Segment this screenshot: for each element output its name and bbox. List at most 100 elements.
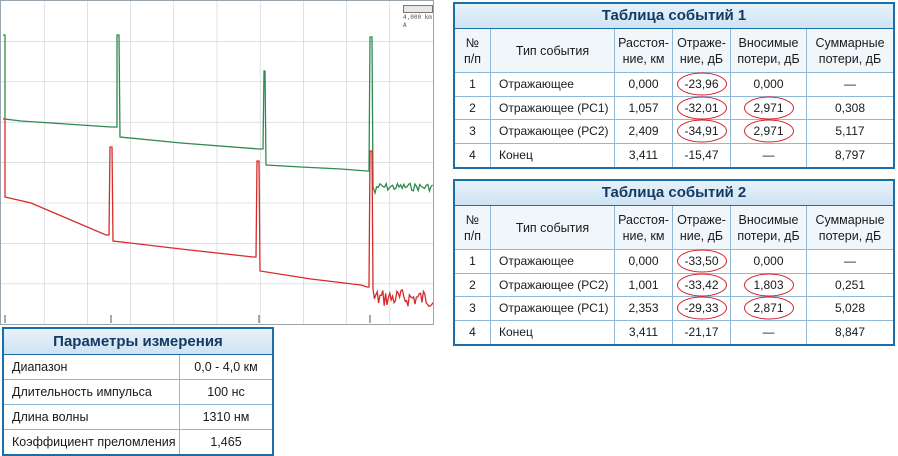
event-table-1-grid: № п/п Тип события Расстоя- ние, км Отраже- … (455, 29, 893, 167)
table-row-1-col-insertion-loss: 0,000 (731, 73, 807, 97)
cell-value: 2 (469, 277, 476, 292)
cell-value: 5,117 (835, 124, 865, 139)
event-table-1-title: Таблица событий 1 (455, 4, 893, 29)
table-row-4-col-insertion-loss: — (731, 320, 807, 344)
table-row-1-col-distance: 0,000 (615, 250, 673, 274)
cell-value: 0,000 (753, 254, 784, 269)
table-row-3-col-reflection: -29,33 (673, 297, 731, 321)
cell-value: 2,353 (628, 301, 659, 316)
table-row-1-col-number: 1 (455, 250, 491, 274)
cell-value: 1,001 (628, 277, 659, 292)
cell-value: — (762, 325, 775, 340)
table-row-2-col-number: 2 (455, 273, 491, 297)
cell-value: Отражающее (499, 77, 574, 92)
table-row-1-col-distance: 0,000 (615, 73, 673, 97)
cell-value: 3,411 (628, 325, 659, 340)
table-row-3-col-event-type: Отражающее (РС1) (491, 297, 615, 321)
param-label: Длина волны (4, 405, 180, 429)
param-label: Коэффициент преломления (4, 430, 180, 454)
cell-value: 2,871 (753, 301, 784, 316)
cell-value: 3 (469, 301, 476, 316)
table-row-4-col-event-type: Конец (491, 143, 615, 167)
table-row-3-col-distance: 2,409 (615, 120, 673, 144)
red-trace-line (3, 118, 433, 308)
header-col-total-loss: Суммарные потери, дБ (807, 206, 893, 250)
params-title: Параметры измерения (4, 329, 272, 355)
table-row-3-col-insertion-loss: 2,871 (731, 297, 807, 321)
cell-value: -32,01 (684, 100, 719, 115)
table-row-1-col-insertion-loss: 0,000 (731, 250, 807, 274)
table-row-4-col-number: 4 (455, 320, 491, 344)
cell-value: -21,17 (684, 325, 719, 340)
table-row-4-col-reflection: -15,47 (673, 143, 731, 167)
event-table-2: Таблица событий 2 № п/п Тип события Рассто… (453, 179, 895, 346)
table-row-3-col-number: 3 (455, 297, 491, 321)
cell-value: 3,411 (628, 148, 659, 163)
measurement-params-table: Параметры измерения Диапазон 0,0 - 4,0 км… (2, 327, 274, 456)
header-col-number: № п/п (455, 29, 491, 73)
table-row-4-col-insertion-loss: — (731, 143, 807, 167)
cell-value: 8,797 (834, 148, 866, 163)
table-row-2-col-event-type: Отражающее (РС1) (491, 96, 615, 120)
table-row-2-col-distance: 1,001 (615, 273, 673, 297)
cell-value: Конец (499, 325, 533, 340)
table-row-3-col-distance: 2,353 (615, 297, 673, 321)
cell-value: Отражающее (РС1) (499, 100, 609, 115)
cell-value: 1 (469, 77, 476, 92)
cell-value: 2,409 (628, 124, 659, 139)
cell-value: -15,47 (684, 148, 719, 163)
cell-value: -33,42 (684, 277, 719, 292)
otdr-trace-panel: 4,000 km A (0, 0, 434, 325)
table-row-1-col-event-type: Отражающее (491, 250, 615, 274)
event-table-1: Таблица событий 1 № п/п Тип события Рассто… (453, 2, 895, 169)
param-value: 0,0 - 4,0 км (194, 360, 258, 374)
cell-value: -34,91 (684, 124, 719, 139)
cell-value: 2,971 (753, 124, 784, 139)
param-label: Длительность импульса (4, 380, 180, 404)
cell-value: 8,847 (834, 325, 866, 340)
param-label: Диапазон (4, 355, 180, 379)
param-row: Коэффициент преломления 1,465 (4, 430, 272, 454)
table-row-2-col-distance: 1,057 (615, 96, 673, 120)
table-row-1-col-total-loss: — (807, 73, 893, 97)
table-row-2-col-reflection: -33,42 (673, 273, 731, 297)
header-col-distance: Расстоя- ние, км (615, 29, 673, 73)
header-col-reflection: Отраже- ние, дБ (673, 206, 731, 250)
table-row-2-col-insertion-loss: 1,803 (731, 273, 807, 297)
header-col-total-loss: Суммарные потери, дБ (807, 29, 893, 73)
green-trace-line (3, 34, 433, 196)
param-row: Диапазон 0,0 - 4,0 км (4, 355, 272, 380)
table-row-2-col-number: 2 (455, 96, 491, 120)
header-col-insertion-loss: Вносимые потери, дБ (731, 206, 807, 250)
table-row-3-col-number: 3 (455, 120, 491, 144)
header-col-distance: Расстоя- ние, км (615, 206, 673, 250)
event-table-2-title: Таблица событий 2 (455, 181, 893, 206)
table-row-2-col-event-type: Отражающее (РС2) (491, 273, 615, 297)
cell-value: 0,000 (628, 254, 659, 269)
cell-value: 2,971 (753, 100, 784, 115)
cell-value: -33,50 (684, 254, 719, 269)
cell-value: 0,308 (834, 100, 866, 115)
cell-value: 1,057 (628, 100, 659, 115)
param-value: 1310 нм (202, 410, 250, 424)
param-value: 100 нс (207, 385, 245, 399)
otdr-trace-graph (1, 1, 433, 324)
table-row-1-col-number: 1 (455, 73, 491, 97)
table-row-2-col-total-loss: 0,251 (807, 274, 893, 297)
cell-value: 4 (469, 148, 476, 163)
param-row: Длительность импульса 100 нс (4, 380, 272, 405)
table-row-4-col-event-type: Конец (491, 320, 615, 344)
table-row-4-col-distance: 3,411 (615, 320, 673, 344)
readout-scale: 4,000 km A (403, 14, 432, 29)
table-row-4-col-distance: 3,411 (615, 143, 673, 167)
cell-value: 0,000 (628, 77, 659, 92)
cell-value: 0,000 (753, 77, 784, 92)
table-row-1-col-event-type: Отражающее (491, 73, 615, 97)
cell-value: Отражающее (РС2) (499, 277, 609, 292)
header-col-insertion-loss: Вносимые потери, дБ (731, 29, 807, 73)
table-row-4-col-total-loss: 8,797 (807, 144, 893, 168)
table-row-2-col-reflection: -32,01 (673, 96, 731, 120)
cell-value: — (844, 254, 856, 269)
header-col-number: № п/п (455, 206, 491, 250)
cell-value: Отражающее (РС2) (499, 124, 609, 139)
